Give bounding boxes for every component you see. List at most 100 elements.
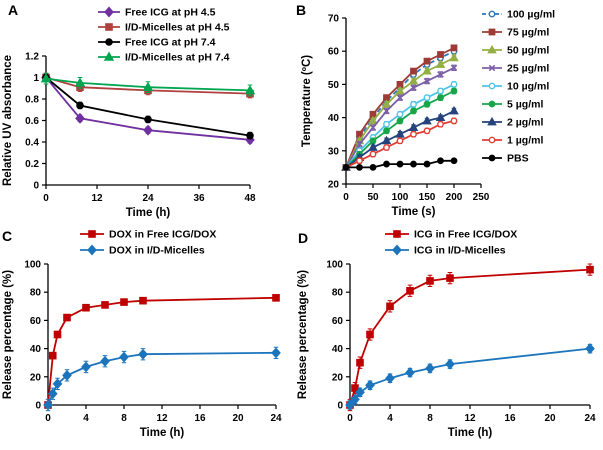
x-tick-label: 0 <box>45 413 51 424</box>
x-tick-label: 12 <box>464 413 476 424</box>
y-tick-label: 0 <box>33 181 39 192</box>
legend-item <box>98 38 120 46</box>
x-axis-label: Time (h) <box>140 427 185 439</box>
series <box>342 157 458 171</box>
marker <box>244 84 256 95</box>
marker <box>356 140 363 148</box>
marker <box>105 38 113 46</box>
marker <box>488 64 496 72</box>
axes <box>349 264 590 406</box>
y-axis-label: Temperature (ºC) <box>301 55 313 147</box>
x-tick-label: 4 <box>83 413 89 424</box>
marker <box>488 28 496 36</box>
marker <box>410 100 417 108</box>
x-tick-label: 24 <box>270 413 282 424</box>
y-tick-label: 50 <box>328 80 340 91</box>
marker <box>75 112 85 124</box>
series-line <box>349 268 591 406</box>
marker <box>138 348 148 360</box>
series <box>342 64 458 171</box>
legend-item <box>482 10 502 18</box>
series <box>44 294 280 409</box>
marker <box>396 137 404 145</box>
x-tick-label: 0 <box>347 413 353 424</box>
marker <box>369 163 377 171</box>
x-tick-label: 20 <box>232 413 244 424</box>
y-tick-label: 0.8 <box>25 95 39 106</box>
marker <box>586 265 594 274</box>
marker <box>410 107 417 115</box>
marker <box>81 361 91 373</box>
legend-item <box>482 82 502 90</box>
panel-a-chart: 0 12 24 36 48 0 0.2 0.4 0.6 0.8 1 1.2 Time (h) Relati… <box>2 6 256 220</box>
series-line <box>45 76 251 141</box>
legend-label: I/D-Micelles at pH 7.4 <box>125 52 230 64</box>
marker <box>488 10 496 18</box>
x-tick-label: 50 <box>367 192 379 203</box>
series <box>43 346 281 412</box>
marker <box>422 115 432 125</box>
x-tick-label: 48 <box>244 193 256 204</box>
marker <box>47 388 58 400</box>
x-axis-label: Time (h) <box>448 427 493 439</box>
marker <box>437 87 444 95</box>
marker <box>104 6 114 18</box>
marker <box>383 107 390 115</box>
series <box>346 263 594 412</box>
marker <box>395 129 405 138</box>
marker <box>139 296 147 305</box>
marker <box>103 51 115 61</box>
y-axis-label: Release percentage (%) <box>2 270 14 399</box>
marker <box>53 330 62 339</box>
y-tick-label: 100 <box>24 260 41 271</box>
marker <box>246 131 254 140</box>
legend-label: ICG in I/D-Micelles <box>414 245 506 257</box>
legend-item <box>98 23 120 31</box>
legend-label: 10 µg/ml <box>507 81 549 93</box>
marker <box>87 244 97 256</box>
marker <box>392 244 402 256</box>
marker <box>410 160 417 168</box>
legend-item <box>80 244 104 256</box>
x-tick-label: 12 <box>156 413 168 424</box>
y-tick-label: 0 <box>35 401 41 412</box>
panel-d-chart: 0 4 8 12 16 20 24 0 20 40 60 80 100 Time (h) Release p… <box>297 229 596 440</box>
y-tick-label: 80 <box>30 288 42 299</box>
marker <box>368 142 378 151</box>
marker <box>449 52 459 62</box>
marker <box>82 303 90 312</box>
legend-label: 50 µg/ml <box>507 45 549 57</box>
marker <box>396 160 404 168</box>
y-tick-label: 60 <box>30 316 42 327</box>
x-tick-label: 200 <box>446 192 463 203</box>
x-tick-label: 24 <box>142 193 154 204</box>
legend-item <box>98 51 120 61</box>
marker <box>395 85 405 95</box>
marker <box>450 87 458 95</box>
legend-item <box>482 116 502 126</box>
marker <box>435 59 446 68</box>
legend-label: Free ICG at pH 4.5 <box>125 7 216 19</box>
panel-c: C 0 4 8 12 16 20 24 0 20 40 60 80 100 Time (h) Release… <box>0 222 290 450</box>
marker <box>365 379 375 391</box>
series-line <box>45 76 251 137</box>
marker <box>437 94 444 102</box>
series <box>345 343 595 411</box>
marker <box>342 163 350 171</box>
marker <box>381 135 392 145</box>
marker <box>345 399 355 411</box>
marker <box>450 81 458 88</box>
panel-d-label: D <box>298 230 309 246</box>
marker <box>119 351 129 363</box>
panel-d: D 0 4 8 12 16 20 24 0 20 40 60 80 100 Time (h) Release… <box>290 222 603 450</box>
y-tick-label: 0 <box>337 401 343 412</box>
panel-c-label: C <box>2 228 13 244</box>
legend-item <box>482 28 502 36</box>
series-line <box>45 77 251 92</box>
marker <box>450 117 458 125</box>
series-line <box>349 347 591 406</box>
marker <box>487 116 497 126</box>
x-tick-label: 150 <box>419 192 436 203</box>
marker <box>488 136 496 144</box>
marker <box>369 150 377 158</box>
